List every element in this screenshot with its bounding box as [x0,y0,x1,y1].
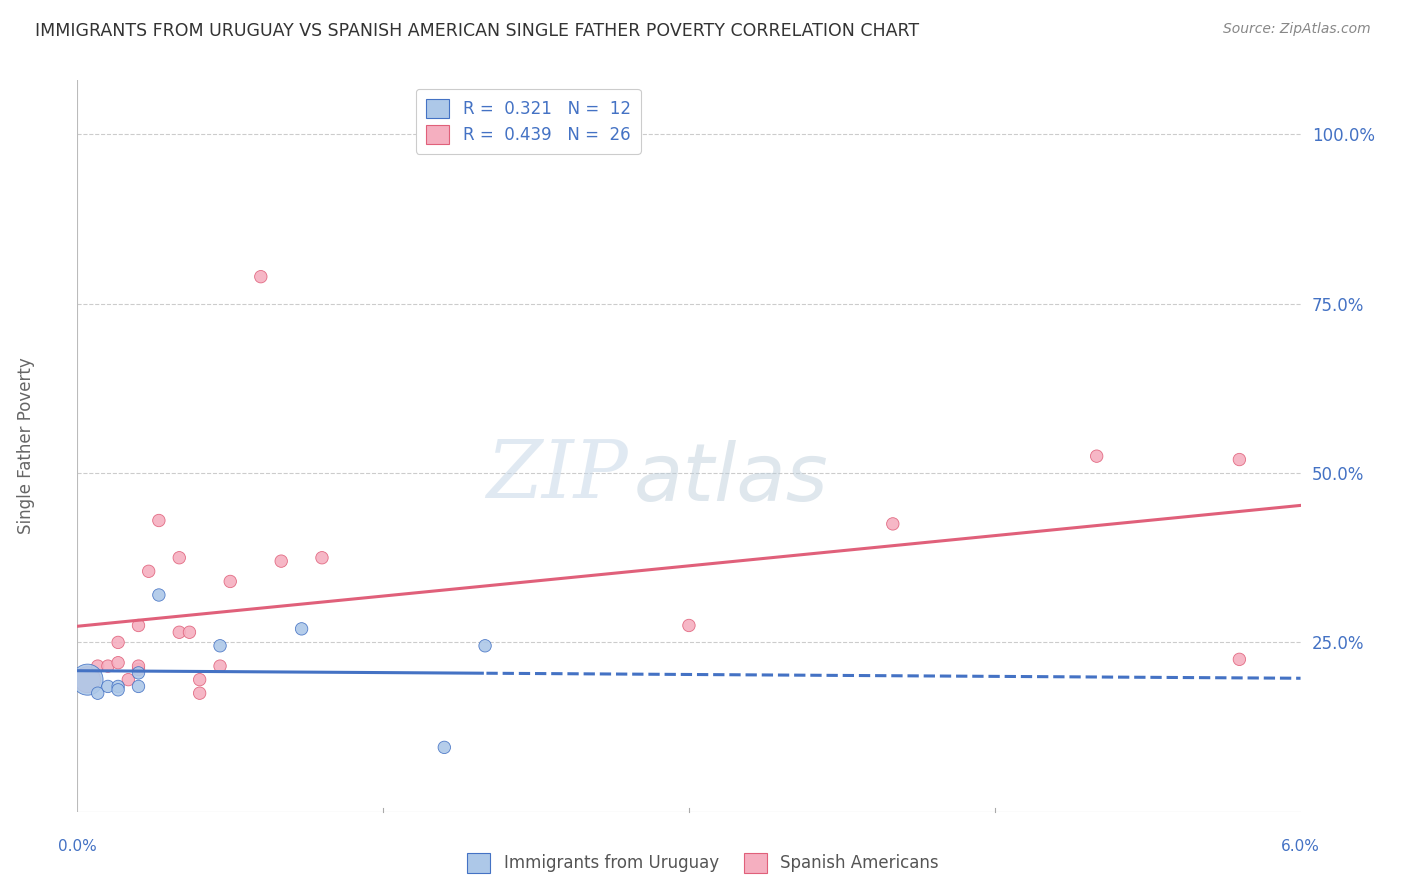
Point [678,618,700,632]
Point [169,550,191,565]
Point [169,625,191,640]
Point [188,686,211,700]
Text: 6.0%: 6.0% [1281,838,1320,854]
Point [138,564,160,578]
Point [291,622,314,636]
Point [179,625,201,640]
Point [117,673,139,687]
Point [148,588,170,602]
Text: 0.0%: 0.0% [58,838,97,854]
Point [474,639,496,653]
Point [128,665,150,680]
Point [250,269,273,284]
Point [1229,652,1251,666]
Text: Single Father Poverty: Single Father Poverty [17,358,35,534]
Point [148,514,170,528]
Point [97,659,120,673]
Point [107,680,129,694]
Point [87,686,110,700]
Point [188,673,211,687]
Point [76,673,98,687]
Point [209,639,232,653]
Point [433,740,456,755]
Point [107,682,129,697]
Point [76,673,98,687]
Point [128,618,150,632]
Text: atlas: atlas [634,440,828,518]
Legend: R =  0.321   N =  12, R =  0.439   N =  26: R = 0.321 N = 12, R = 0.439 N = 26 [416,88,641,153]
Text: ZIP: ZIP [486,436,628,514]
Point [107,656,129,670]
Point [219,574,242,589]
Point [107,635,129,649]
Point [882,516,904,531]
Text: Source: ZipAtlas.com: Source: ZipAtlas.com [1223,22,1371,37]
Point [128,659,150,673]
Point [270,554,292,568]
Point [87,659,110,673]
Point [311,550,333,565]
Legend: Immigrants from Uruguay, Spanish Americans: Immigrants from Uruguay, Spanish America… [460,847,946,880]
Point [97,680,120,694]
Point [209,659,232,673]
Point [1085,449,1108,463]
Point [128,680,150,694]
Point [1229,452,1251,467]
Text: IMMIGRANTS FROM URUGUAY VS SPANISH AMERICAN SINGLE FATHER POVERTY CORRELATION CH: IMMIGRANTS FROM URUGUAY VS SPANISH AMERI… [35,22,920,40]
Point [128,663,150,677]
